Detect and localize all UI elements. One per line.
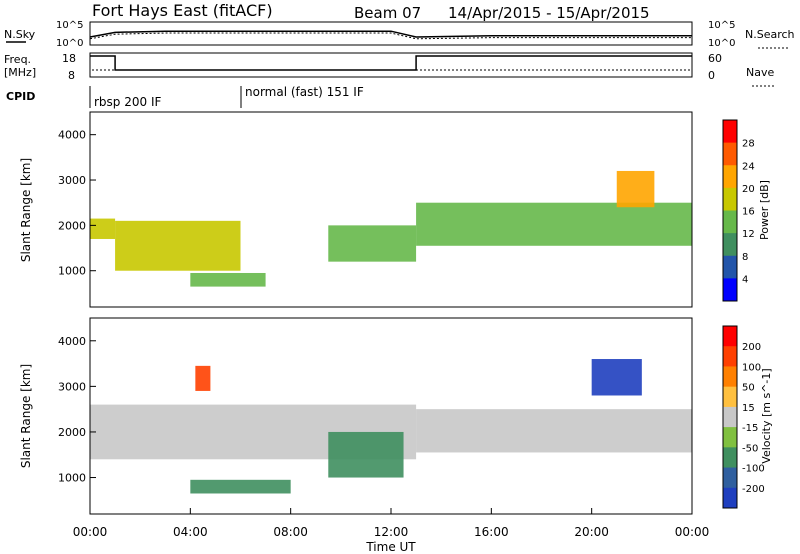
power-colorbar-label: Power [dB] bbox=[758, 180, 771, 240]
colorbar-tick-label: -100 bbox=[742, 464, 765, 475]
colorbar-frame bbox=[722, 119, 738, 302]
colorbar-swatch bbox=[723, 447, 737, 469]
colorbar-swatch bbox=[723, 120, 737, 144]
data-band-1 bbox=[416, 409, 692, 453]
power-yticks: 1000 2000 3000 4000 bbox=[58, 129, 96, 278]
y-tick-label: 4000 bbox=[58, 129, 86, 142]
y-tick-label: 1000 bbox=[58, 265, 86, 278]
colorbar-tick-label: 28 bbox=[742, 139, 755, 150]
noise-search-line bbox=[89, 32, 692, 40]
colorbar-tick-label: -200 bbox=[742, 484, 765, 495]
colorbar-tick-label: 15 bbox=[742, 403, 755, 414]
colorbar-swatch bbox=[723, 326, 737, 347]
power-panel bbox=[90, 170, 692, 287]
cpid-segment-1: rbsp 200 IF bbox=[94, 95, 161, 109]
colorbar-frame bbox=[722, 325, 738, 509]
data-band-2 bbox=[190, 479, 291, 494]
x-tick-label: 08:00 bbox=[273, 525, 308, 539]
colorbar-tick-label: 200 bbox=[742, 342, 761, 353]
freq-label-2: [MHz] bbox=[4, 66, 36, 79]
nsky-label: N.Sky bbox=[4, 28, 36, 41]
power-panel-frame bbox=[89, 111, 693, 308]
colorbar-swatch bbox=[723, 165, 737, 189]
freq-tick-bottom: 8 bbox=[68, 69, 75, 82]
power-colorbar: 28 24 20 16 12 8 4 bbox=[722, 119, 755, 302]
colorbar-swatch bbox=[723, 187, 737, 211]
y-tick-label: 3000 bbox=[58, 174, 86, 187]
data-band-4 bbox=[591, 359, 642, 396]
colorbar-tick-label: -15 bbox=[742, 423, 758, 434]
data-band-5 bbox=[195, 365, 211, 391]
nsearch-label: N.Search bbox=[745, 28, 795, 41]
cpid-segment-2: normal (fast) 151 IF bbox=[245, 85, 364, 99]
data-band-0 bbox=[90, 218, 116, 239]
x-tick-label: 20:00 bbox=[574, 525, 609, 539]
x-tick-label: 04:00 bbox=[173, 525, 208, 539]
data-band-5 bbox=[616, 170, 655, 208]
velocity-panel bbox=[90, 359, 692, 494]
colorbar-swatch bbox=[723, 255, 737, 279]
colorbar-tick-label: 24 bbox=[742, 161, 755, 172]
colorbar-swatch bbox=[723, 467, 737, 489]
beam-label: Beam 07 bbox=[354, 4, 421, 22]
colorbar-tick-label: 16 bbox=[742, 207, 755, 218]
noise-tick-left-bottom: 10^0 bbox=[56, 38, 83, 49]
colorbar-swatch bbox=[723, 233, 737, 257]
colorbar-swatch bbox=[723, 487, 737, 509]
velocity-ylabel: Slant Range [km] bbox=[19, 364, 33, 468]
data-band-4 bbox=[416, 202, 692, 246]
nave-tick-bottom: 0 bbox=[708, 69, 715, 82]
noise-tick-right-bottom: 10^0 bbox=[708, 38, 735, 49]
y-tick-label: 3000 bbox=[58, 380, 86, 393]
colorbar-swatch bbox=[723, 278, 737, 302]
data-band-1 bbox=[115, 220, 241, 271]
y-tick-label: 1000 bbox=[58, 472, 86, 485]
x-axis-ticks: 00:00 04:00 08:00 12:00 16:00 20:00 00:00 bbox=[73, 508, 710, 539]
freq-label-1: Freq. bbox=[4, 53, 31, 66]
noise-sky-line bbox=[89, 30, 692, 38]
colorbar-tick-label: 50 bbox=[742, 383, 755, 394]
data-band-3 bbox=[328, 431, 404, 478]
colorbar-tick-label: 8 bbox=[742, 252, 748, 263]
noise-panel-frame bbox=[89, 21, 693, 46]
y-tick-label: 2000 bbox=[58, 219, 86, 232]
colorbar-tick-label: -50 bbox=[742, 443, 758, 454]
x-tick-label: 12:00 bbox=[374, 525, 409, 539]
date-range: 14/Apr/2015 - 15/Apr/2015 bbox=[448, 4, 650, 22]
data-band-3 bbox=[328, 225, 417, 262]
x-tick-label: 16:00 bbox=[474, 525, 509, 539]
colorbar-tick-label: 100 bbox=[742, 362, 761, 373]
colorbar-tick-label: 12 bbox=[742, 229, 755, 240]
colorbar-swatch bbox=[723, 366, 737, 388]
station-title: Fort Hays East (fitACF) bbox=[92, 1, 273, 20]
x-tick-label: 00:00 bbox=[73, 525, 108, 539]
y-tick-label: 4000 bbox=[58, 335, 86, 348]
colorbar-swatch bbox=[723, 406, 737, 428]
noise-tick-left-top: 10^5 bbox=[56, 20, 83, 31]
freq-panel-frame bbox=[89, 52, 693, 78]
cpid-label: CPID bbox=[6, 90, 35, 103]
colorbar-tick-label: 20 bbox=[742, 184, 755, 195]
velocity-yticks: 1000 2000 3000 4000 bbox=[58, 335, 96, 485]
nave-label: Nave bbox=[746, 66, 774, 79]
colorbar-swatch bbox=[723, 386, 737, 408]
freq-line bbox=[90, 55, 692, 71]
freq-tick-top: 18 bbox=[62, 52, 76, 65]
nave-tick-top: 60 bbox=[708, 52, 722, 65]
power-ylabel: Slant Range [km] bbox=[19, 158, 33, 262]
velocity-colorbar: 200 100 50 15 -15 -50 -100 -200 bbox=[722, 325, 765, 509]
data-band-2 bbox=[190, 272, 266, 287]
noise-tick-right-top: 10^5 bbox=[708, 20, 735, 31]
colorbar-swatch bbox=[723, 142, 737, 166]
colorbar-swatch bbox=[723, 427, 737, 448]
colorbar-tick-label: 4 bbox=[742, 274, 748, 285]
x-axis-label: Time UT bbox=[365, 540, 416, 554]
colorbar-swatch bbox=[723, 210, 737, 234]
y-tick-label: 2000 bbox=[58, 426, 86, 439]
velocity-colorbar-label: Velocity [m s^-1] bbox=[760, 368, 773, 463]
x-tick-label: 00:00 bbox=[675, 525, 710, 539]
colorbar-swatch bbox=[723, 346, 737, 367]
